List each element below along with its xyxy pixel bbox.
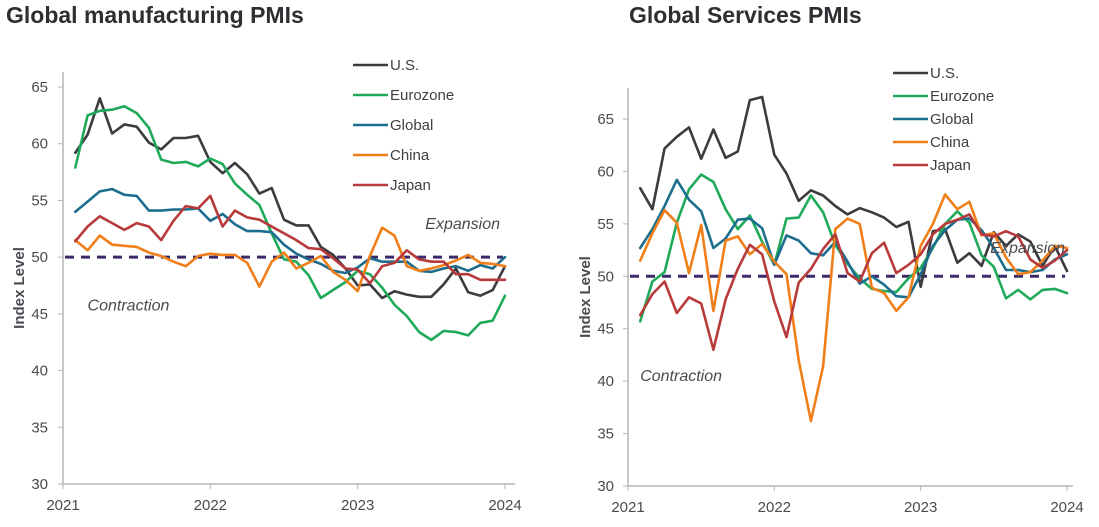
y-tick-label: 55: [31, 192, 48, 209]
legend-label-japan: Japan: [930, 157, 971, 174]
annotation-expansion: Expansion: [425, 216, 500, 233]
y-tick-label: 30: [597, 478, 614, 495]
series-line-global: [74, 187, 507, 275]
legend-label-global: Global: [390, 117, 433, 134]
x-tick-label: 2022: [194, 497, 227, 514]
legend-label-china: China: [930, 134, 970, 151]
y-tick-label: 65: [597, 111, 614, 128]
y-tick-label: 35: [597, 426, 614, 443]
y-tick-label: 60: [597, 163, 614, 180]
series-line-us: [74, 97, 507, 300]
y-tick-label: 40: [31, 363, 48, 380]
annotation-expansion: Expansion: [990, 240, 1065, 257]
y-tick-label: 45: [31, 306, 48, 323]
x-tick-label: 2024: [488, 497, 521, 514]
series-line-global: [638, 178, 1069, 299]
legend-label-eurozone: Eurozone: [930, 88, 994, 105]
x-tick-label: 2024: [1050, 499, 1083, 516]
annotation-contraction: Contraction: [88, 297, 170, 314]
y-tick-label: 45: [597, 321, 614, 338]
legend-label-us: U.S.: [390, 57, 419, 74]
y-tick-label: 40: [597, 373, 614, 390]
y-tick-label: 50: [31, 249, 48, 266]
y-tick-label: 50: [597, 268, 614, 285]
y-tick-label: 55: [597, 216, 614, 233]
series-line-china: [74, 226, 507, 293]
y-tick-label: 30: [31, 476, 48, 493]
y-axis-title: Index Level: [11, 247, 28, 329]
chart-title-services: Global Services PMIs: [629, 2, 862, 28]
x-tick-label: 2021: [46, 497, 79, 514]
y-tick-label: 60: [31, 136, 48, 153]
x-tick-label: 2022: [758, 499, 791, 516]
x-tick-label: 2023: [341, 497, 374, 514]
series-line-japan: [74, 194, 507, 285]
legend-label-us: U.S.: [930, 65, 959, 82]
y-axis-title: Index Level: [577, 256, 594, 338]
y-tick-label: 35: [31, 419, 48, 436]
annotation-contraction: Contraction: [640, 368, 722, 385]
legend-label-global: Global: [930, 111, 973, 128]
series-line-japan: [638, 213, 1069, 352]
legend-label-japan: Japan: [390, 177, 431, 194]
series-line-us: [638, 95, 1069, 289]
chart-title-manufacturing: Global manufacturing PMIs: [6, 2, 304, 28]
series-line-china: [638, 193, 1069, 423]
x-tick-label: 2021: [611, 499, 644, 516]
y-tick-label: 65: [31, 79, 48, 96]
x-tick-label: 2023: [904, 499, 937, 516]
legend-label-china: China: [390, 147, 430, 164]
legend-label-eurozone: Eurozone: [390, 87, 454, 104]
